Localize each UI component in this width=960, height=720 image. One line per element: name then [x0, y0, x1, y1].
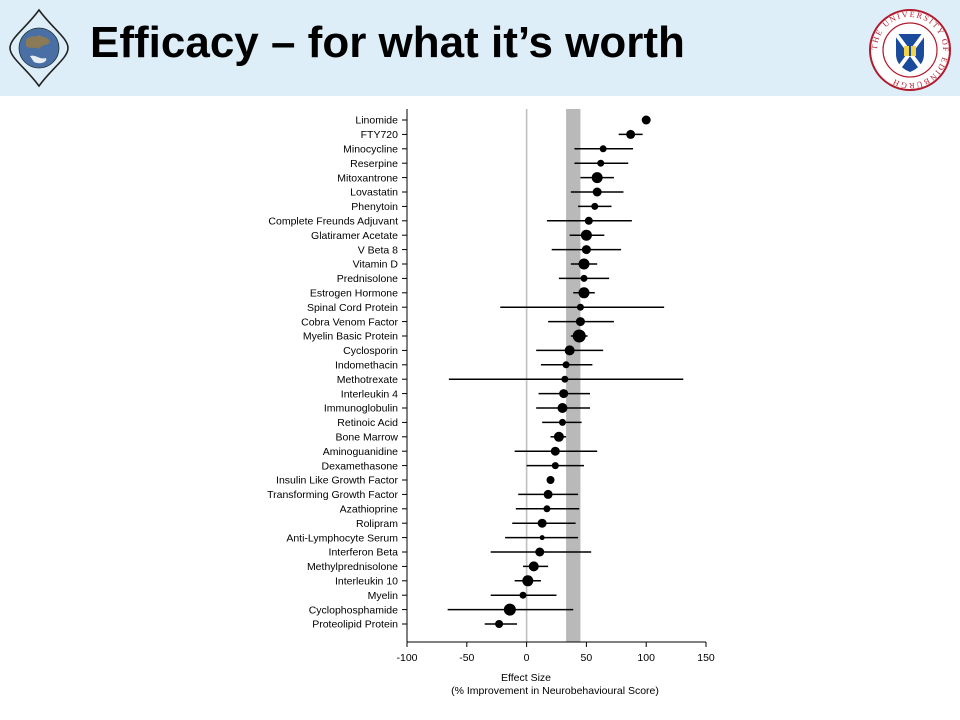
globe-logo-icon: [9, 8, 69, 88]
effect-size-point: [572, 329, 586, 343]
row-label: Myelin: [368, 590, 399, 602]
x-tick-label: -100: [396, 652, 417, 664]
row-label: Proteolipid Protein: [312, 619, 398, 631]
effect-size-point: [597, 159, 605, 167]
effect-size-point: [578, 258, 590, 270]
row-label: V Beta 8: [358, 244, 398, 256]
row-label: Dexamethasone: [322, 460, 399, 472]
row-label: Phenytoin: [351, 201, 398, 213]
row-label: Estrogen Hormone: [310, 288, 398, 300]
row-label: Insulin Like Growth Factor: [276, 475, 398, 487]
effect-size-point: [503, 603, 516, 616]
effect-size-point: [591, 172, 603, 184]
effect-size-point: [578, 287, 590, 299]
x-axis-sublabel: (% Improvement in Neurobehavioural Score…: [451, 685, 659, 697]
row-label: Reserpine: [350, 158, 398, 170]
effect-size-point: [558, 418, 566, 426]
row-label: Cyclophosphamide: [309, 604, 398, 616]
effect-size-point: [575, 317, 585, 327]
effect-size-point: [641, 115, 651, 125]
page-title: Efficacy – for what it’s worth: [90, 18, 685, 67]
forest-plot: -100 -50 0 50 100 150 Linomide FTY720 Minocycli…: [267, 109, 715, 697]
effect-size-point: [537, 518, 547, 528]
pooled-estimate-band: [566, 109, 581, 642]
effect-size-point: [561, 375, 569, 383]
row-label: Anti-Lymphocyte Serum: [286, 532, 398, 544]
effect-size-point: [519, 591, 527, 599]
x-tick-label: 100: [637, 652, 655, 664]
row-label: Aminoguanidine: [323, 446, 398, 458]
x-tick-label: -50: [459, 652, 474, 664]
row-label: Transforming Growth Factor: [267, 489, 398, 501]
row-label: Mitoxantrone: [337, 172, 398, 184]
row-label: Rolipram: [356, 518, 398, 530]
effect-size-point: [564, 345, 575, 356]
effect-size-point: [591, 202, 599, 210]
effect-size-point: [546, 476, 555, 484]
row-label: Methotrexate: [337, 374, 398, 386]
row-label: Bone Marrow: [336, 432, 399, 444]
effect-size-point: [528, 561, 539, 572]
row-label: Lovastatin: [350, 187, 398, 199]
row-label: Prednisolone: [337, 273, 398, 285]
effect-size-point: [495, 620, 504, 628]
effect-size-point: [559, 389, 569, 399]
effect-size-point: [551, 462, 559, 470]
effect-size-point: [599, 145, 607, 153]
effect-size-point: [584, 216, 593, 225]
row-label: Complete Freunds Adjuvant: [268, 216, 398, 228]
x-tick-label: 0: [524, 652, 530, 664]
row-label: Immunoglobulin: [324, 403, 398, 415]
effect-size-point: [562, 361, 570, 369]
row-label: Myelin Basic Protein: [303, 331, 398, 343]
row-label: Spinal Cord Protein: [307, 302, 398, 314]
row-label: Azathioprine: [340, 504, 399, 516]
x-tick-label: 50: [581, 652, 593, 664]
effect-size-point: [553, 431, 564, 442]
university-crest-icon: THE UNIVERSITY OF EDINBURGH: [869, 9, 951, 91]
effect-size-point: [557, 403, 568, 413]
header-bar: Efficacy – for what it’s worth THE UNIVE…: [0, 0, 960, 96]
row-label: Cobra Venom Factor: [301, 316, 398, 328]
effect-size-point: [539, 535, 545, 541]
row-label: Vitamin D: [353, 259, 399, 271]
row-label: FTY720: [361, 129, 399, 141]
effect-size-point: [592, 187, 602, 197]
effect-size-point: [580, 229, 592, 241]
row-label: Indomethacin: [335, 360, 398, 372]
effect-size-point: [543, 505, 551, 513]
row-label: Methylprednisolone: [307, 561, 398, 573]
effect-size-point: [535, 547, 545, 557]
row-label: Cyclosporin: [343, 345, 398, 357]
row-label: Interleukin 4: [341, 388, 398, 400]
row-label: Linomide: [355, 115, 398, 127]
row-label: Interleukin 10: [335, 576, 398, 588]
effect-size-point: [522, 575, 534, 587]
effect-size-point: [576, 303, 584, 311]
effect-size-point: [581, 245, 591, 255]
row-label: Minocycline: [343, 144, 398, 156]
x-tick-label: 150: [697, 652, 715, 664]
effect-size-point: [550, 446, 560, 456]
effect-size-point: [543, 489, 553, 499]
effect-size-point: [626, 129, 636, 139]
row-label: Retinoic Acid: [337, 417, 398, 429]
row-label: Glatiramer Acetate: [311, 230, 398, 242]
row-label: Interferon Beta: [329, 547, 399, 559]
effect-size-point: [580, 274, 588, 282]
x-axis-label: Effect Size: [501, 672, 551, 684]
